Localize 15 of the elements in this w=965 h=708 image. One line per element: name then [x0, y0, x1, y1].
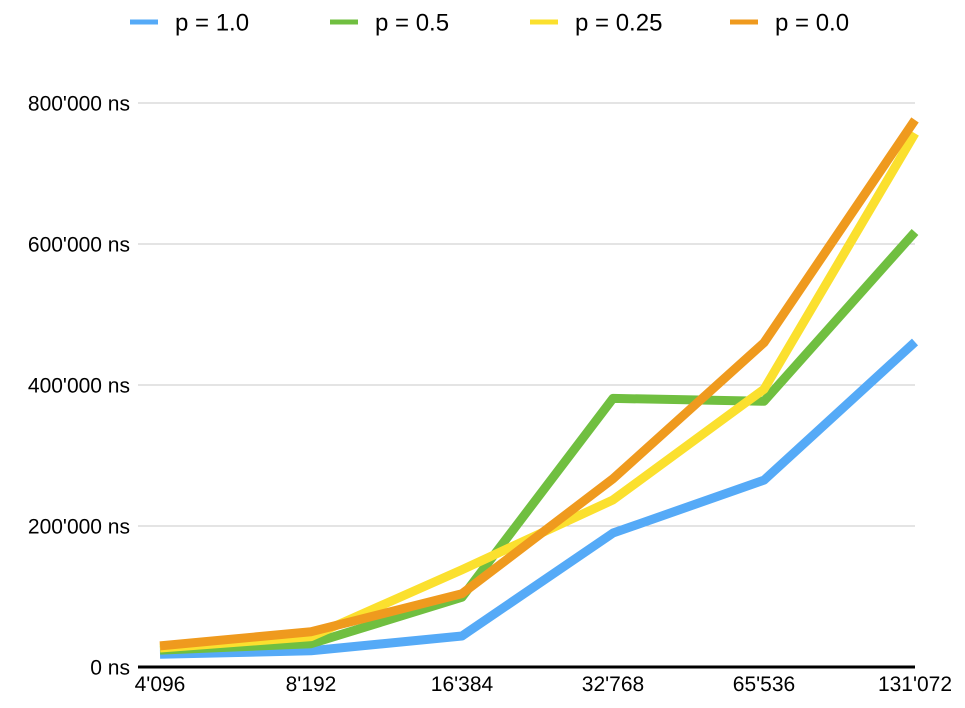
- y-tick-label: 200'000 ns: [28, 515, 130, 538]
- x-tick-label: 16'384: [430, 673, 494, 696]
- x-tick-label: 32'768: [582, 673, 644, 696]
- y-tick-label: 800'000 ns: [28, 92, 130, 116]
- y-tick-label: 400'000 ns: [28, 374, 130, 398]
- legend-label: p = 0.25: [575, 9, 662, 36]
- y-tick-label: 0 ns: [90, 656, 130, 680]
- legend-label: p = 0.5: [375, 9, 450, 36]
- x-tick-label: 65'536: [732, 673, 796, 696]
- y-tick-label: 600'000 ns: [28, 233, 130, 256]
- legend-label: p = 1.0: [175, 9, 250, 36]
- legend-label: p = 0.0: [775, 9, 850, 36]
- x-tick-label: 131'072: [878, 673, 952, 696]
- x-tick-label: 8'192: [286, 673, 336, 696]
- x-tick-label: 4'096: [134, 673, 186, 696]
